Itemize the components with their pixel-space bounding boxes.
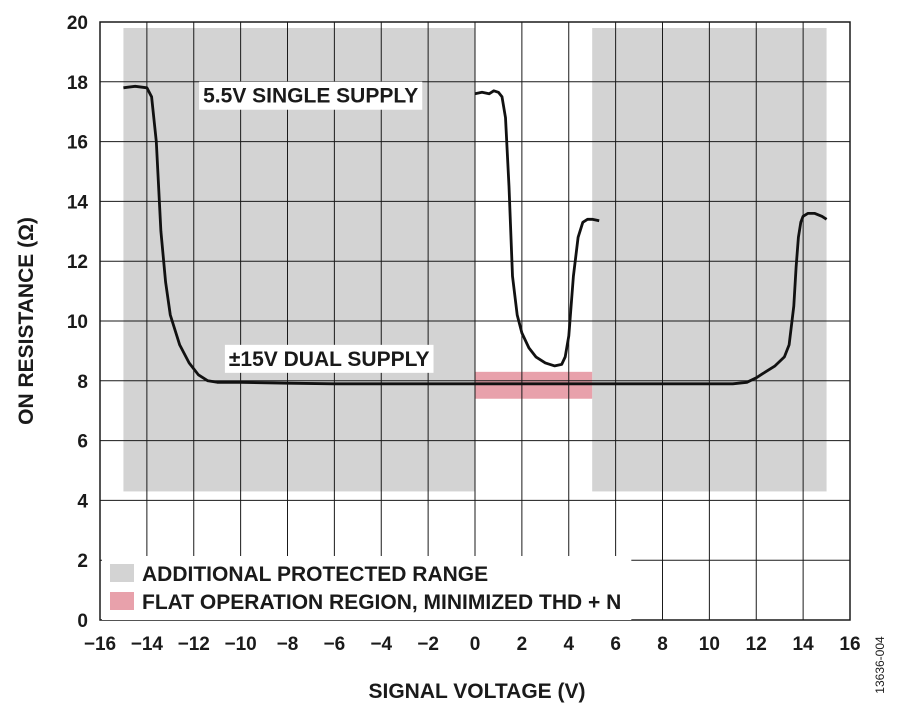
- x-tick-label: 2: [517, 634, 528, 655]
- x-tick-labels: −16 −14 −12 −10 −8 −6 −4 −2 0 2 4 6 8 10 12 14 16: [84, 634, 861, 655]
- legend-label-protected-range: ADDITIONAL PROTECTED RANGE: [142, 563, 488, 586]
- y-axis-title: ON RESISTANCE (Ω): [15, 217, 38, 425]
- legend: ADDITIONAL PROTECTED RANGE FLAT OPERATIO…: [102, 556, 632, 620]
- x-tick-label: 10: [699, 634, 720, 655]
- x-tick-label: 12: [746, 634, 767, 655]
- x-tick-label: −6: [324, 634, 346, 655]
- legend-background: [102, 556, 632, 620]
- y-tick-label: 16: [67, 133, 88, 154]
- y-tick-label: 6: [77, 432, 88, 453]
- x-tick-label: −14: [131, 634, 164, 655]
- legend-swatch-flat-operation: [110, 592, 134, 610]
- x-axis-title: SIGNAL VOLTAGE (V): [368, 680, 585, 703]
- y-tick-label: 4: [77, 491, 88, 512]
- x-tick-label: −8: [277, 634, 299, 655]
- x-tick-label: 6: [610, 634, 621, 655]
- series-line-1: [474, 89, 600, 368]
- x-tick-label: −10: [225, 634, 257, 655]
- figure-id: 13636-004: [873, 636, 887, 694]
- y-tick-label: 10: [67, 312, 88, 333]
- y-tick-label: 14: [67, 192, 89, 213]
- shaded-region-2: [475, 371, 593, 399]
- x-tick-label: 14: [793, 634, 815, 655]
- y-tick-labels: 0 2 4 6 8 10 12 14 16 18 20: [67, 13, 89, 632]
- y-tick-label: 18: [67, 73, 88, 94]
- y-tick-label: 2: [77, 551, 88, 572]
- y-tick-label: 12: [67, 252, 88, 273]
- legend-label-flat-operation: FLAT OPERATION REGION, MINIMIZED THD + N: [142, 591, 621, 614]
- legend-swatch-protected-range: [110, 564, 134, 582]
- y-tick-label: 20: [67, 13, 88, 34]
- y-tick-label: 8: [77, 372, 88, 393]
- series-annotation-bg-1: [199, 81, 423, 110]
- x-tick-label: 16: [839, 634, 860, 655]
- x-tick-label: −12: [178, 634, 210, 655]
- x-tick-label: −16: [84, 634, 116, 655]
- x-tick-label: −2: [417, 634, 439, 655]
- series-annotation-bg-0: [224, 344, 434, 373]
- y-tick-label: 0: [77, 611, 88, 632]
- x-tick-label: −4: [370, 634, 392, 655]
- series-annotation-1: 5.5V SINGLE SUPPLY: [203, 85, 418, 108]
- series-annotations: ±15V DUAL SUPPLY 5.5V SINGLE SUPPLY: [199, 81, 434, 373]
- x-tick-label: 8: [657, 634, 668, 655]
- x-tick-label: 4: [563, 634, 574, 655]
- series-annotation-0: ±15V DUAL SUPPLY: [229, 348, 430, 371]
- x-tick-label: 0: [470, 634, 481, 655]
- series-line-0: [123, 84, 828, 386]
- series-lines: [123, 84, 828, 386]
